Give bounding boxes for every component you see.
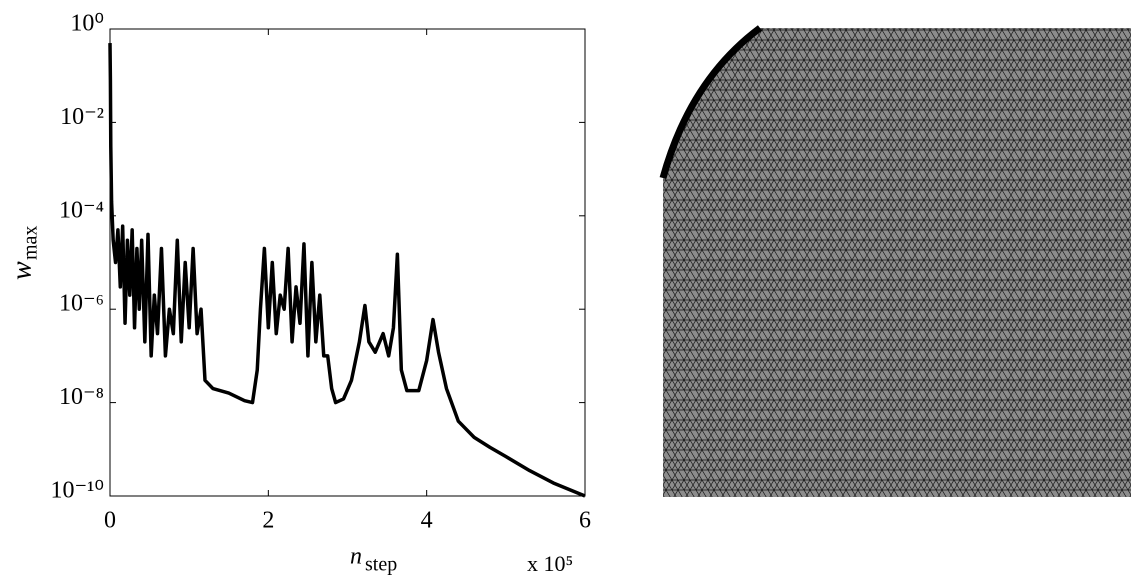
x-tick-label: 2 [262, 508, 274, 534]
mesh-image [659, 25, 1131, 497]
x-tick-label: 6 [579, 508, 591, 534]
y-tick-label: 10⁻⁸ [59, 384, 104, 410]
x-axis-label: n [350, 544, 362, 570]
y-tick-label: 10⁻¹⁰ [51, 478, 104, 504]
x-tick-label: 4 [421, 508, 433, 534]
y-tick-label: 10⁻² [60, 104, 104, 130]
x-axis-label-sub: step [365, 554, 397, 576]
y-axis-label-sub: max [20, 226, 42, 260]
x-multiplier: x 10⁵ [527, 551, 573, 576]
y-tick-label: 10⁻⁴ [59, 197, 104, 223]
y-tick-label: 10⁻⁶ [59, 291, 104, 317]
y-tick-label: 10⁰ [70, 11, 104, 37]
data-line [108, 43, 586, 498]
x-tick-label: 0 [104, 508, 116, 534]
y-axis-label: w [6, 261, 37, 280]
plot-frame [109, 28, 586, 497]
